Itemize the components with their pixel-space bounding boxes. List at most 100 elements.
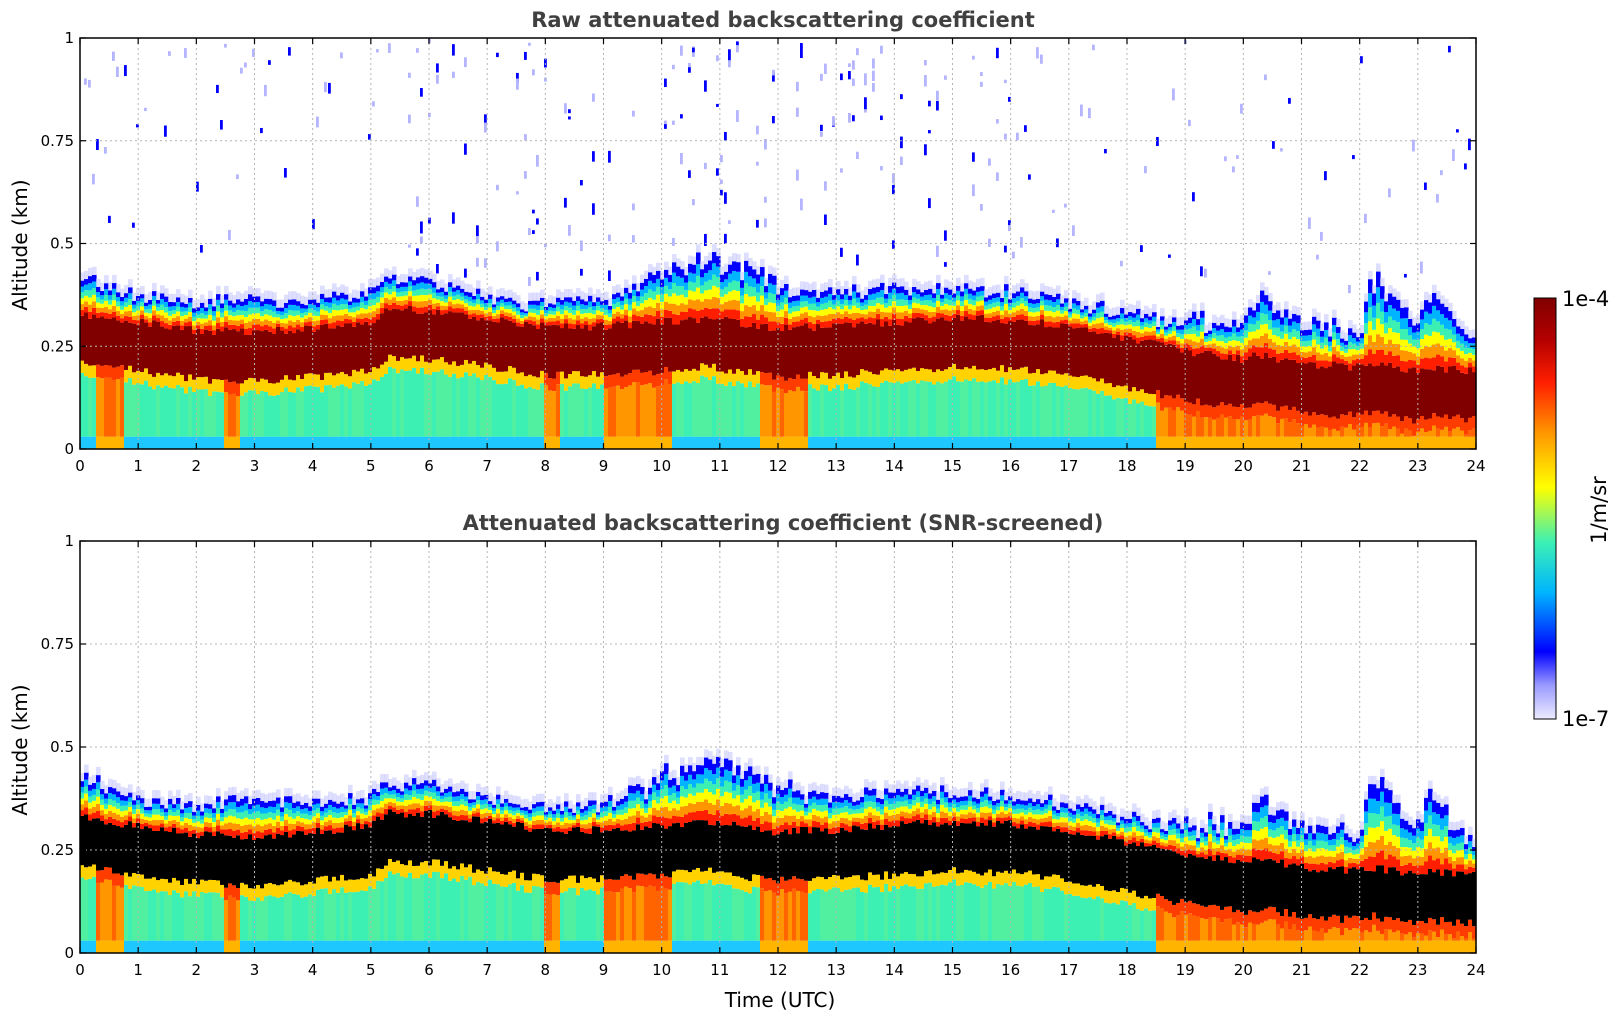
heatmap-cell (1016, 310, 1021, 315)
heatmap-cell (940, 298, 945, 303)
heatmap-cell (1260, 335, 1265, 348)
heatmap-cell (1044, 286, 1049, 295)
heatmap-cell (1000, 436, 1005, 449)
heatmap-cell (1336, 318, 1341, 328)
heatmap-cell (132, 809, 137, 814)
heatmap-cell (248, 314, 253, 322)
heatmap-cell (204, 329, 209, 377)
heatmap-cell (176, 372, 181, 385)
heatmap-cell (332, 436, 337, 449)
noise-pixel (972, 184, 975, 197)
heatmap-cell (1024, 320, 1029, 367)
heatmap-cell (1120, 398, 1125, 437)
heatmap-cell (472, 313, 477, 317)
heatmap-column (372, 101, 377, 449)
heatmap-cell (1196, 353, 1201, 399)
heatmap-cell (320, 309, 325, 315)
heatmap-cell (808, 283, 813, 292)
heatmap-cell (124, 436, 129, 449)
heatmap-cell (800, 295, 805, 302)
heatmap-cell (832, 309, 837, 314)
heatmap-column (208, 795, 213, 953)
heatmap-cell (736, 368, 741, 382)
heatmap-cell (368, 306, 373, 313)
heatmap-cell (1452, 319, 1457, 327)
heatmap-cell (1368, 335, 1373, 350)
heatmap-cell (608, 387, 613, 437)
heatmap-column (1172, 88, 1177, 449)
heatmap-cell (144, 309, 149, 313)
heatmap-cell (1336, 339, 1341, 346)
heatmap-cell (1088, 319, 1093, 323)
heatmap-cell (1072, 290, 1077, 299)
heatmap-cell (356, 322, 361, 372)
heatmap-cell (188, 321, 193, 327)
heatmap-cell (1356, 424, 1361, 437)
noise-pixel (1468, 138, 1471, 151)
heatmap-column (628, 284, 633, 449)
heatmap-cell (660, 286, 665, 295)
heatmap-cell (452, 300, 457, 305)
heatmap-cell (980, 381, 985, 437)
heatmap-cell (192, 436, 197, 449)
heatmap-cell (632, 436, 637, 449)
heatmap-column (240, 67, 245, 449)
heatmap-cell (1188, 350, 1193, 403)
heatmap-cell (368, 287, 373, 294)
heatmap-cell (1284, 301, 1289, 310)
heatmap-cell (1232, 418, 1237, 437)
heatmap-cell (636, 306, 641, 312)
heatmap-cell (1236, 341, 1241, 346)
heatmap-cell (492, 313, 497, 316)
heatmap-column (100, 282, 105, 449)
heatmap-cell (1460, 343, 1465, 351)
heatmap-cell (1052, 312, 1057, 318)
heatmap-cell (656, 286, 661, 295)
heatmap-cell (1220, 402, 1225, 415)
heatmap-cell (564, 319, 569, 324)
heatmap-cell (428, 284, 433, 290)
heatmap-cell (648, 436, 653, 449)
heatmap-cell (364, 309, 369, 314)
heatmap-cell (944, 436, 949, 449)
heatmap-cell (1332, 325, 1337, 333)
heatmap-cell (1420, 428, 1425, 437)
heatmap-cell (448, 311, 453, 365)
heatmap-cell (124, 884, 129, 941)
heatmap-cell (1456, 355, 1461, 363)
heatmap-cell (576, 315, 581, 321)
heatmap-column (236, 174, 241, 449)
heatmap-cell (84, 301, 89, 307)
heatmap-cell (148, 806, 153, 811)
heatmap-cell (644, 286, 649, 294)
noise-pixel (944, 230, 947, 241)
heatmap-cell (408, 358, 413, 371)
heatmap-cell (876, 319, 881, 375)
heatmap-cell (1072, 313, 1077, 319)
heatmap-column (1364, 213, 1369, 449)
heatmap-column (804, 281, 809, 449)
heatmap-column (580, 179, 585, 449)
heatmap-cell (128, 792, 133, 798)
heatmap-cell (132, 827, 137, 874)
heatmap-cell (368, 372, 373, 385)
heatmap-cell (1472, 329, 1477, 338)
heatmap-cell (664, 261, 669, 270)
heatmap-cell (792, 436, 797, 449)
heatmap-cell (204, 880, 209, 894)
heatmap-cell (972, 319, 977, 366)
heatmap-cell (676, 305, 681, 315)
heatmap-cell (844, 316, 849, 323)
heatmap-cell (228, 329, 233, 383)
noise-pixel (1240, 103, 1243, 114)
heatmap-cell (1152, 436, 1157, 449)
heatmap-cell (884, 368, 889, 381)
heatmap-cell (140, 789, 145, 799)
noise-pixel (516, 78, 519, 90)
heatmap-cell (124, 872, 129, 885)
heatmap-cell (352, 289, 357, 298)
heatmap-cell (916, 312, 921, 318)
heatmap-cell (948, 315, 953, 322)
heatmap-cell (1376, 287, 1381, 303)
